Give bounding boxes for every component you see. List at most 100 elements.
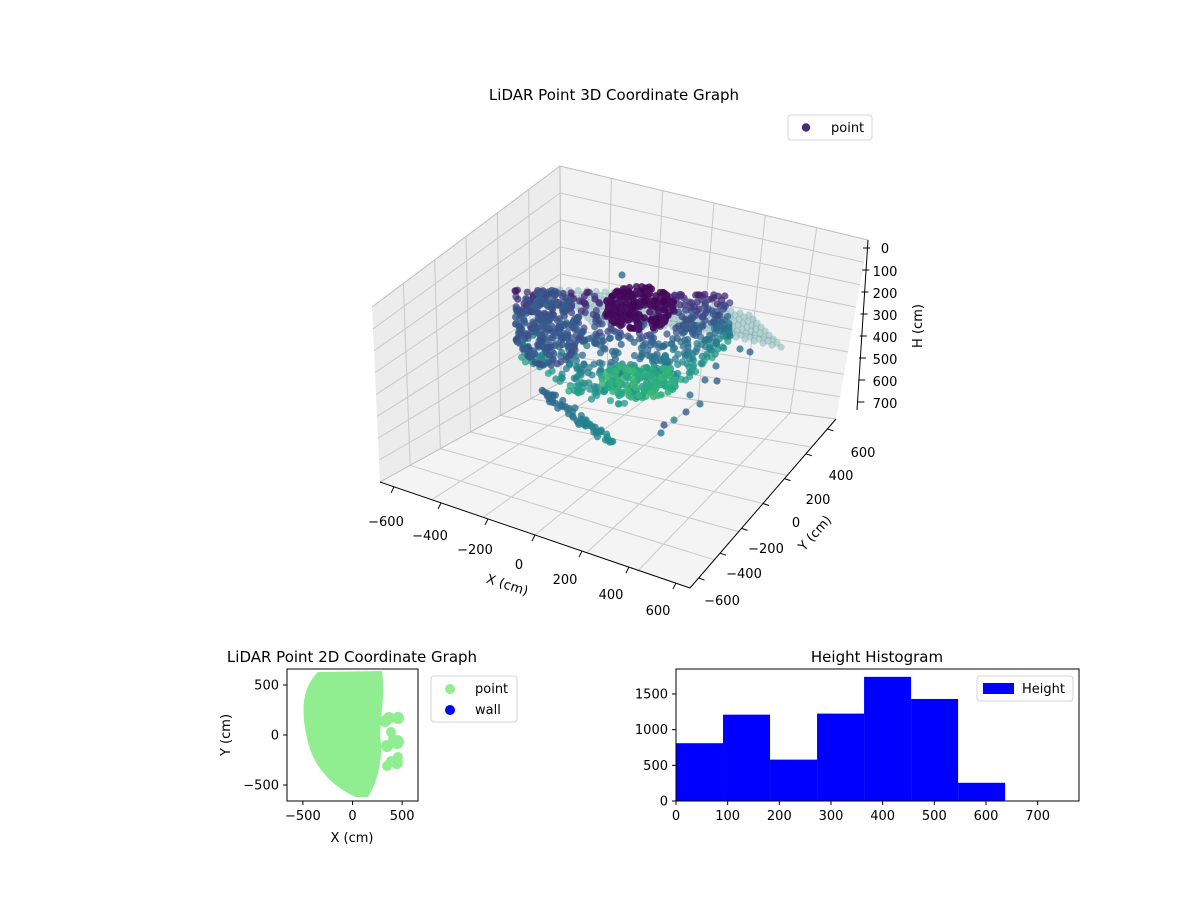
point-marker [551, 399, 559, 407]
legend-marker-height [983, 683, 1014, 694]
grid-line [374, 246, 561, 374]
y-axis-label-3d: Y (cm) [795, 513, 835, 555]
legend-box [976, 675, 1074, 702]
point-marker [630, 352, 639, 360]
point-marker [654, 391, 662, 400]
point-marker [515, 339, 523, 347]
point-marker [548, 303, 556, 311]
point-marker [526, 307, 534, 315]
point-marker [713, 325, 721, 333]
point-marker [573, 326, 581, 334]
point-marker [676, 301, 684, 309]
point-marker [735, 315, 743, 323]
point-marker [555, 315, 564, 323]
point-marker [736, 345, 744, 353]
point-marker [538, 297, 546, 305]
point-marker [392, 712, 404, 724]
point-marker [617, 315, 625, 323]
y-tick-label: 200 [806, 493, 831, 508]
point-marker [534, 341, 542, 349]
legend-2d: point wall [430, 675, 518, 723]
point-marker [644, 346, 652, 354]
histogram-bar [911, 698, 959, 801]
x-tick-mark [484, 518, 489, 526]
point-marker [584, 314, 592, 322]
point-marker [542, 291, 550, 299]
x-tick-label: 500 [922, 809, 947, 824]
point-marker [606, 334, 614, 342]
point-marker [733, 327, 741, 335]
point-marker [718, 296, 726, 304]
y-tick-mark [719, 552, 727, 556]
chart-3d-title: LiDAR Point 3D Coordinate Graph [489, 86, 739, 104]
point-marker [640, 385, 648, 393]
point-marker [607, 311, 615, 319]
x-tick-label: 400 [870, 809, 895, 824]
point-marker [583, 288, 591, 296]
point-marker [593, 429, 601, 437]
point-marker [544, 344, 552, 352]
point-marker [558, 341, 566, 349]
point-marker [748, 321, 756, 329]
z-ticks-3d: 0 100 200 300 400 500 600 700 [873, 242, 898, 412]
histogram-bar [958, 782, 1006, 801]
point-marker [757, 323, 765, 331]
point-marker [709, 310, 717, 318]
point-marker [591, 292, 599, 300]
y-ticks-3d: −600 −400 −200 0 200 400 600 [704, 446, 875, 609]
histogram-title: Height Histogram [811, 648, 943, 666]
x-tick-label: 400 [599, 588, 624, 603]
point-marker [769, 335, 777, 343]
y-tick-label: −200 [748, 542, 784, 557]
x-tick-label: 100 [715, 809, 740, 824]
z-tick-label: 100 [873, 265, 898, 280]
x-tick-label: 300 [819, 809, 844, 824]
point-cloud-2d [303, 671, 404, 797]
point-marker [590, 360, 598, 368]
point-marker [541, 330, 549, 338]
y-tick-label: −400 [726, 567, 762, 582]
point-marker [515, 322, 523, 331]
point-marker [652, 378, 660, 386]
legend-hist: Height [976, 675, 1074, 702]
point-marker [660, 342, 668, 350]
point-marker [749, 315, 757, 323]
point-marker [551, 329, 560, 337]
point-marker [683, 317, 691, 325]
point-marker [626, 323, 634, 331]
point-marker [540, 388, 548, 396]
x-axis-label-3d: X (cm) [484, 572, 530, 600]
point-marker [598, 360, 606, 368]
point-marker [646, 308, 654, 316]
point-marker [632, 384, 640, 392]
point-marker [743, 323, 751, 331]
point-marker [667, 372, 675, 380]
point-marker [618, 304, 626, 312]
point-marker [659, 364, 667, 373]
point-marker [736, 309, 744, 317]
point-marker [569, 407, 577, 415]
point-marker [527, 352, 536, 360]
legend-3d: point [787, 114, 873, 141]
point-marker [524, 332, 532, 340]
point-marker [760, 333, 768, 341]
point-marker [682, 351, 690, 359]
y-tick-label: −500 [243, 779, 279, 794]
y-tick-label: 1500 [635, 687, 668, 702]
point-marker [596, 328, 604, 336]
point-marker [561, 320, 569, 328]
point-marker [520, 317, 529, 325]
x-tick-mark [625, 566, 630, 574]
z-tick-label: 600 [873, 375, 898, 390]
point-marker [595, 316, 603, 324]
point-marker [615, 377, 623, 385]
x-tick-label: 0 [515, 558, 523, 573]
point-marker [713, 377, 721, 385]
point-marker [667, 297, 676, 306]
point-marker [738, 325, 746, 333]
point-marker [678, 312, 686, 321]
point-marker [517, 329, 525, 337]
histogram-bar [770, 759, 818, 801]
y-tick-label: 500 [643, 759, 668, 774]
